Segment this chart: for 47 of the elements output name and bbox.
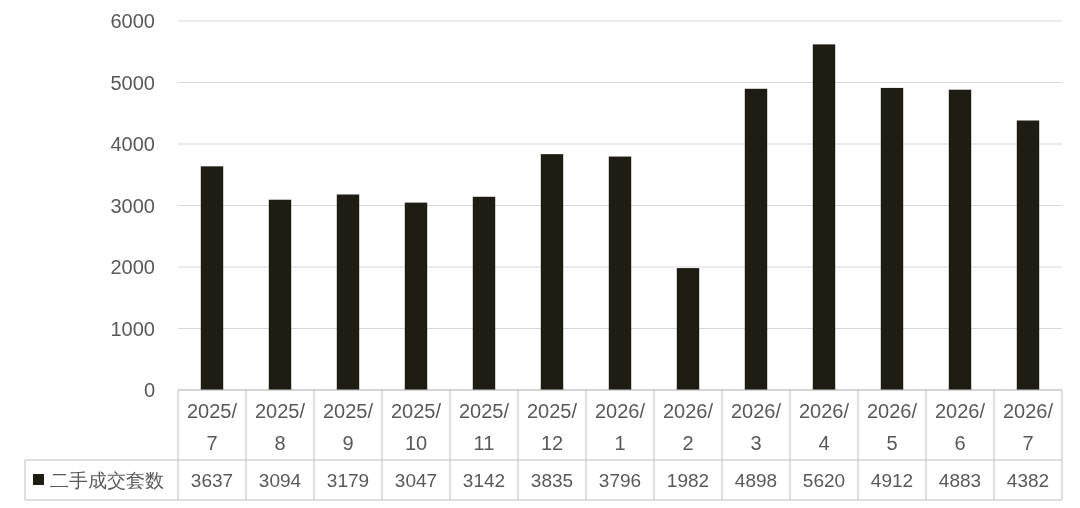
x-tick-label: 2026/4 (798, 400, 850, 454)
bar (948, 89, 972, 390)
x-tick-label: 2025/9 (322, 400, 374, 454)
x-tick-label: 2026/6 (934, 400, 986, 454)
bar (336, 194, 360, 390)
bar (404, 202, 428, 390)
bar (676, 268, 700, 390)
data-label: 4883 (938, 470, 982, 491)
y-tick-label: 4000 (110, 133, 155, 155)
y-tick-label: 6000 (110, 10, 155, 32)
bar (472, 196, 496, 390)
x-tick-label: 2026/5 (866, 400, 918, 454)
bar (608, 156, 632, 390)
x-tick-label: 2025/10 (390, 400, 442, 454)
bar (200, 166, 224, 390)
x-tick-label: 2026/1 (594, 400, 646, 454)
bar (880, 87, 904, 390)
x-tick-label: 2025/7 (186, 400, 238, 454)
bar (540, 154, 564, 390)
bar (1016, 120, 1040, 390)
data-label: 3142 (462, 470, 506, 491)
y-tick-label: 0 (143, 379, 155, 401)
data-label: 3179 (326, 470, 370, 491)
data-label: 4382 (1006, 470, 1050, 491)
data-label: 3835 (530, 470, 574, 491)
bar (268, 199, 292, 390)
x-tick-label: 2026/2 (662, 400, 714, 454)
bar (744, 88, 768, 390)
x-tick-label: 2025/11 (458, 400, 510, 454)
bar (812, 44, 836, 390)
y-tick-label: 2000 (110, 256, 155, 278)
data-label: 3637 (190, 470, 234, 491)
x-tick-label: 2025/12 (526, 400, 578, 454)
y-tick-label: 1000 (110, 317, 155, 340)
data-label: 3047 (394, 470, 438, 491)
x-tick-label: 2025/8 (254, 400, 306, 454)
data-label: 3796 (598, 470, 642, 491)
x-tick-label: 2026/3 (730, 400, 782, 454)
data-label: 1982 (666, 470, 710, 491)
y-tick-label: 5000 (110, 71, 155, 94)
legend-label: 二手成交套数 (50, 470, 164, 491)
y-tick-label: 3000 (110, 194, 155, 217)
x-tick-label: 2026/7 (1002, 400, 1054, 454)
data-label: 4898 (734, 470, 778, 491)
data-label: 4912 (870, 470, 914, 491)
data-label: 3094 (258, 470, 302, 491)
data-label: 5620 (802, 470, 846, 491)
